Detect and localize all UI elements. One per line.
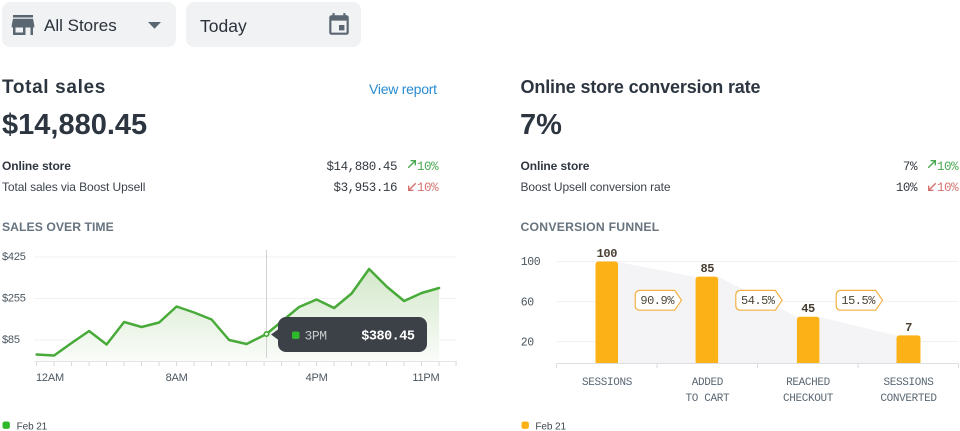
svg-text:15.5%: 15.5%	[841, 294, 876, 308]
svg-text:60: 60	[521, 297, 535, 310]
svg-text:SESSIONS: SESSIONS	[582, 377, 633, 389]
svg-text:45: 45	[801, 302, 815, 316]
svg-text:20: 20	[521, 337, 535, 350]
svg-text:Feb 21: Feb 21	[535, 422, 566, 431]
svg-text:CHECKOUT: CHECKOUT	[783, 393, 834, 405]
svg-text:8AM: 8AM	[166, 372, 188, 384]
svg-text:ADDED: ADDED	[692, 377, 724, 389]
svg-text:REACHED: REACHED	[786, 377, 831, 389]
svg-text:$425: $425	[2, 251, 26, 263]
svg-text:90.9%: 90.9%	[640, 294, 675, 308]
svg-text:12AM: 12AM	[36, 372, 64, 384]
svg-text:85: 85	[700, 262, 714, 276]
svg-text:TO CART: TO CART	[686, 393, 731, 405]
svg-text:$380.45: $380.45	[361, 330, 415, 345]
svg-text:7: 7	[905, 321, 912, 335]
svg-text:54.5%: 54.5%	[741, 294, 776, 308]
svg-text:100: 100	[521, 256, 541, 269]
svg-text:SESSIONS: SESSIONS	[883, 377, 934, 389]
svg-text:3PM: 3PM	[305, 329, 327, 344]
svg-text:100: 100	[597, 247, 618, 261]
svg-text:CONVERTED: CONVERTED	[880, 393, 937, 405]
svg-text:$85: $85	[2, 334, 20, 346]
svg-text:$255: $255	[2, 293, 26, 305]
svg-text:11PM: 11PM	[412, 372, 439, 384]
svg-text:Feb 21: Feb 21	[17, 421, 48, 431]
svg-text:4PM: 4PM	[306, 372, 328, 384]
